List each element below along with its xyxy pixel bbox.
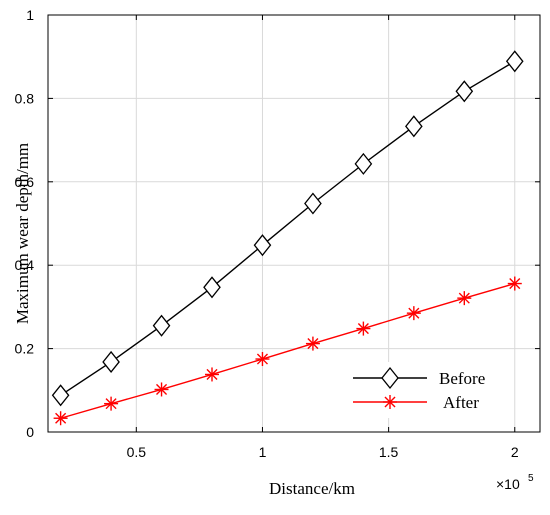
data-point-after: [205, 367, 219, 382]
series-line-after: [60, 282, 515, 419]
y-tick-label: 0: [26, 424, 34, 440]
data-point-after: [104, 396, 119, 411]
asterisk-stroke: [408, 307, 420, 319]
data-point-after: [356, 321, 371, 336]
legend-asterisk-icon: [383, 395, 397, 409]
x-axis-multiplier: ×10 5: [496, 473, 534, 492]
data-point-after: [154, 382, 169, 397]
asterisk-stroke: [156, 383, 168, 396]
asterisk-stroke: [458, 292, 470, 304]
data-point-after: [406, 306, 421, 321]
data-point-before: [51, 384, 70, 407]
asterisk-stroke: [206, 368, 218, 380]
data-point-before: [203, 276, 221, 299]
axis-ticks: 0.5 1 1.5 2 0 0.2 0.4 0.6 0.8 1: [15, 7, 540, 460]
x-axis-label: Distance/km: [269, 479, 355, 498]
data-point-before: [505, 50, 524, 73]
y-tick-label: 0.8: [15, 90, 35, 106]
legend-entry-after: After: [353, 393, 479, 412]
legend-entry-before: Before: [353, 366, 485, 390]
series-line-before: [60, 60, 516, 396]
x-tick-label: 1.5: [379, 444, 399, 460]
series-before: [51, 50, 524, 407]
y-tick-label: 0.6: [15, 174, 35, 190]
legend: Before After: [345, 362, 505, 418]
data-point-after: [507, 276, 522, 291]
legend-marker-after: [383, 395, 397, 409]
asterisk-stroke: [509, 278, 521, 290]
data-point-before: [455, 80, 474, 103]
x-tick-label: 2: [511, 444, 519, 460]
data-point-after: [255, 352, 270, 367]
asterisk-stroke: [256, 353, 268, 365]
plot-area-frame: [47, 14, 541, 433]
y-tick-label: 0.4: [15, 257, 35, 273]
series-group: [51, 50, 524, 426]
data-point-after: [305, 336, 320, 351]
legend-label-after: After: [443, 393, 479, 412]
legend-label-before: Before: [439, 369, 485, 388]
legend-marker-before: [381, 366, 399, 390]
series-after: [53, 276, 522, 426]
data-point-before: [152, 314, 171, 337]
x-multiplier-exponent: 5: [528, 473, 534, 484]
data-point-before: [102, 350, 120, 373]
x-tick-label: 0.5: [127, 444, 147, 460]
y-tick-label: 0.2: [15, 341, 35, 357]
data-point-before: [253, 234, 272, 257]
asterisk-stroke: [307, 338, 319, 350]
y-tick-label: 1: [26, 7, 34, 23]
data-point-before: [405, 115, 423, 138]
y-axis-label: Maximum wear depth/mm: [13, 143, 32, 324]
asterisk-stroke: [357, 323, 369, 335]
x-multiplier-base: ×10: [496, 476, 520, 492]
legend-box: [345, 362, 505, 418]
asterisk-stroke: [55, 412, 67, 424]
legend-diamond-icon: [381, 366, 399, 390]
data-point-after: [53, 411, 68, 426]
asterisk-stroke: [384, 396, 396, 408]
x-tick-label: 1: [259, 444, 267, 460]
asterisk-stroke: [105, 398, 117, 410]
data-point-before: [354, 152, 373, 175]
data-point-after: [457, 291, 472, 306]
data-point-before: [304, 192, 322, 215]
